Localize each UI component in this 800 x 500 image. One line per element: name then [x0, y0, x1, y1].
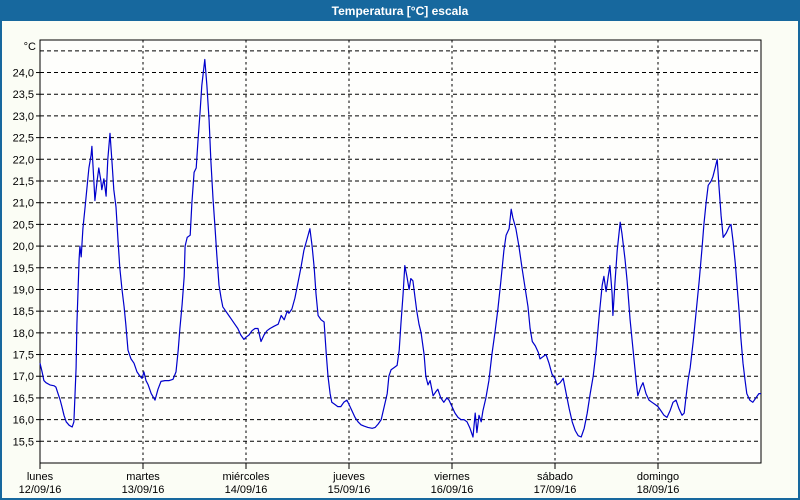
y-axis-tick-label: 22,5	[13, 133, 34, 145]
temperature-line	[39, 58, 761, 438]
x-day-name-label: domingo	[637, 471, 679, 483]
x-day-date-label: 14/09/16	[225, 484, 268, 496]
plot-border	[39, 39, 762, 464]
y-axis-tick-label: 17,0	[13, 371, 34, 383]
y-axis-tick-label: 18,0	[13, 328, 34, 340]
x-day-name-label: viernes	[434, 471, 470, 483]
y-axis-tick-label: 23,5	[13, 89, 34, 101]
y-axis-tick-label: 15,5	[13, 436, 34, 448]
y-axis-tick-label: 16,5	[13, 393, 34, 405]
y-axis-tick-label: 16,0	[13, 415, 34, 427]
x-day-date-label: 18/09/16	[637, 484, 680, 496]
y-axis-tick-label: 17,5	[13, 350, 34, 362]
x-day-date-label: 13/09/16	[122, 484, 165, 496]
chart-title: Temperatura [°C] escala	[331, 3, 469, 18]
y-axis-tick-label: 23,0	[13, 111, 34, 123]
x-day-date-label: 15/09/16	[328, 484, 371, 496]
x-day-name-label: sábado	[537, 471, 573, 483]
y-axis-tick-label: 19,5	[13, 263, 34, 275]
y-axis-tick-label: 20,5	[13, 219, 34, 231]
y-axis-tick-label: 22,0	[13, 154, 34, 166]
y-axis-tick-label: 21,0	[13, 198, 34, 210]
x-day-name-label: lunes	[27, 471, 54, 483]
y-axis-tick-label: 21,5	[13, 176, 34, 188]
y-axis-tick-label: 20,0	[13, 241, 34, 253]
x-day-name-label: martes	[126, 471, 160, 483]
title-bar: Temperatura [°C] escala	[0, 0, 800, 21]
y-axis-tick-label: 18,5	[13, 306, 34, 318]
y-axis-tick-label: 24,0	[13, 68, 34, 80]
x-day-name-label: miércoles	[222, 471, 270, 483]
x-day-date-label: 17/09/16	[534, 484, 577, 496]
x-day-date-label: 16/09/16	[431, 484, 474, 496]
y-axis-unit-label: °C	[24, 41, 36, 53]
y-axis-tick-label: 19,0	[13, 284, 34, 296]
x-day-name-label: jueves	[332, 471, 365, 483]
x-day-date-label: 12/09/16	[19, 484, 62, 496]
plot-background	[40, 40, 761, 463]
